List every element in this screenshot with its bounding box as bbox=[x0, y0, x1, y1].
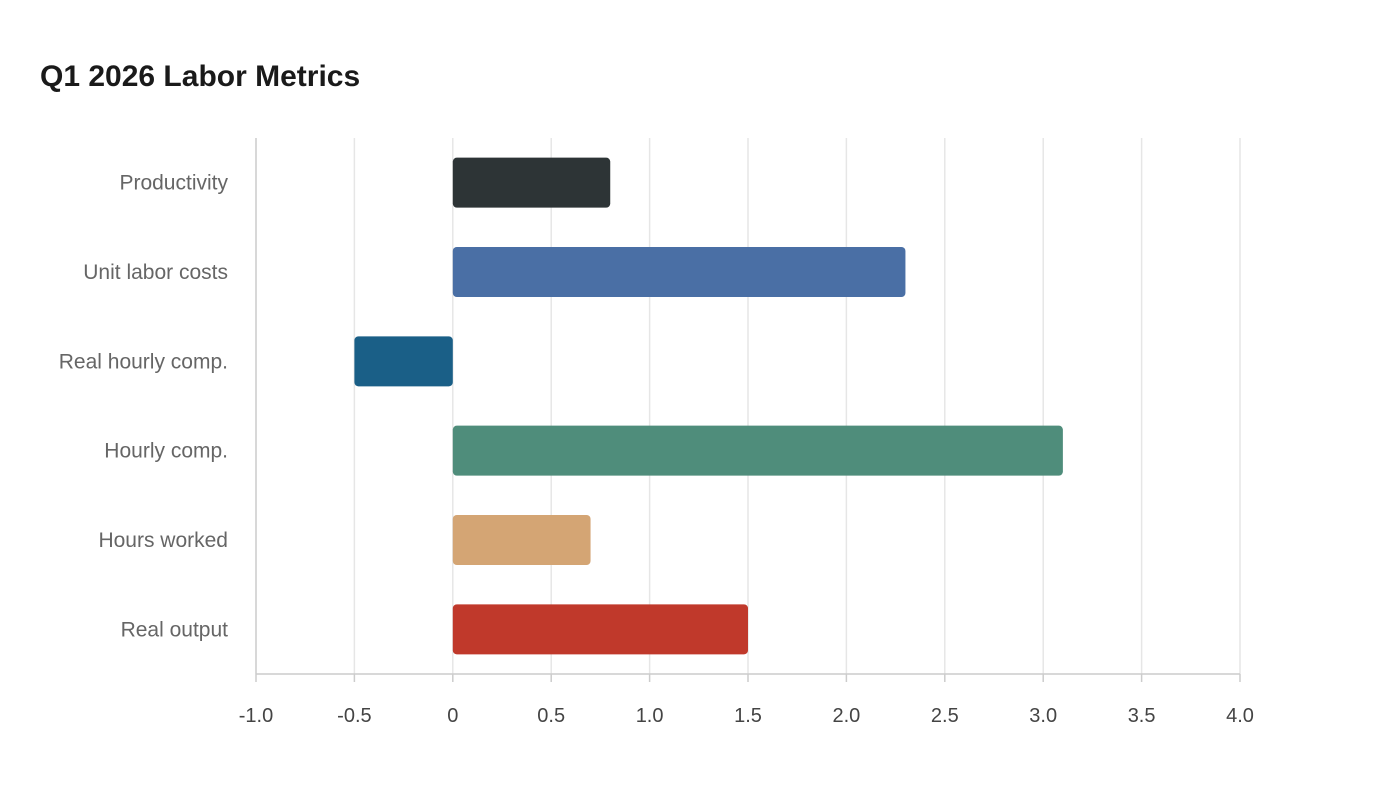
x-tick-label: 3.5 bbox=[1128, 705, 1156, 727]
x-tick-label: 4.0 bbox=[1226, 705, 1254, 727]
bar bbox=[452, 157, 611, 208]
x-tick-label: -0.5 bbox=[337, 705, 371, 727]
x-tick-label: 2.5 bbox=[931, 705, 959, 727]
x-tick-label: 1.0 bbox=[636, 705, 664, 727]
category-label: Hourly comp. bbox=[104, 440, 228, 463]
x-tick-labels: -1.0 -0.5 0 0.5 1.0 1.5 2.0 2.5 3.0 3.5 4.0 bbox=[239, 705, 1254, 727]
x-tick-label: 1.5 bbox=[734, 705, 762, 727]
grid-lines bbox=[353, 138, 1241, 674]
category-label: Real hourly comp. bbox=[59, 350, 228, 373]
bar bbox=[452, 604, 748, 655]
bars bbox=[354, 157, 1063, 655]
bar bbox=[452, 515, 591, 565]
chart-title: Q1 2026 Labor Metrics bbox=[40, 60, 361, 93]
x-tick-label: -1.0 bbox=[239, 705, 273, 727]
category-label: Productivity bbox=[119, 172, 228, 195]
category-label: Hours worked bbox=[98, 529, 228, 552]
x-tick-label: 0 bbox=[447, 705, 458, 727]
x-tick-label: 3.0 bbox=[1029, 705, 1057, 727]
bar bbox=[354, 336, 453, 387]
x-tick-label: 0.5 bbox=[537, 705, 565, 727]
category-label: Real output bbox=[121, 618, 229, 641]
bar bbox=[452, 247, 906, 297]
category-label: Unit labor costs bbox=[83, 261, 228, 284]
axes bbox=[255, 138, 1241, 682]
x-tick-label: 2.0 bbox=[832, 705, 860, 727]
category-labels: Productivity Unit labor costs Real hourly … bbox=[59, 172, 229, 642]
bar bbox=[452, 425, 1063, 476]
